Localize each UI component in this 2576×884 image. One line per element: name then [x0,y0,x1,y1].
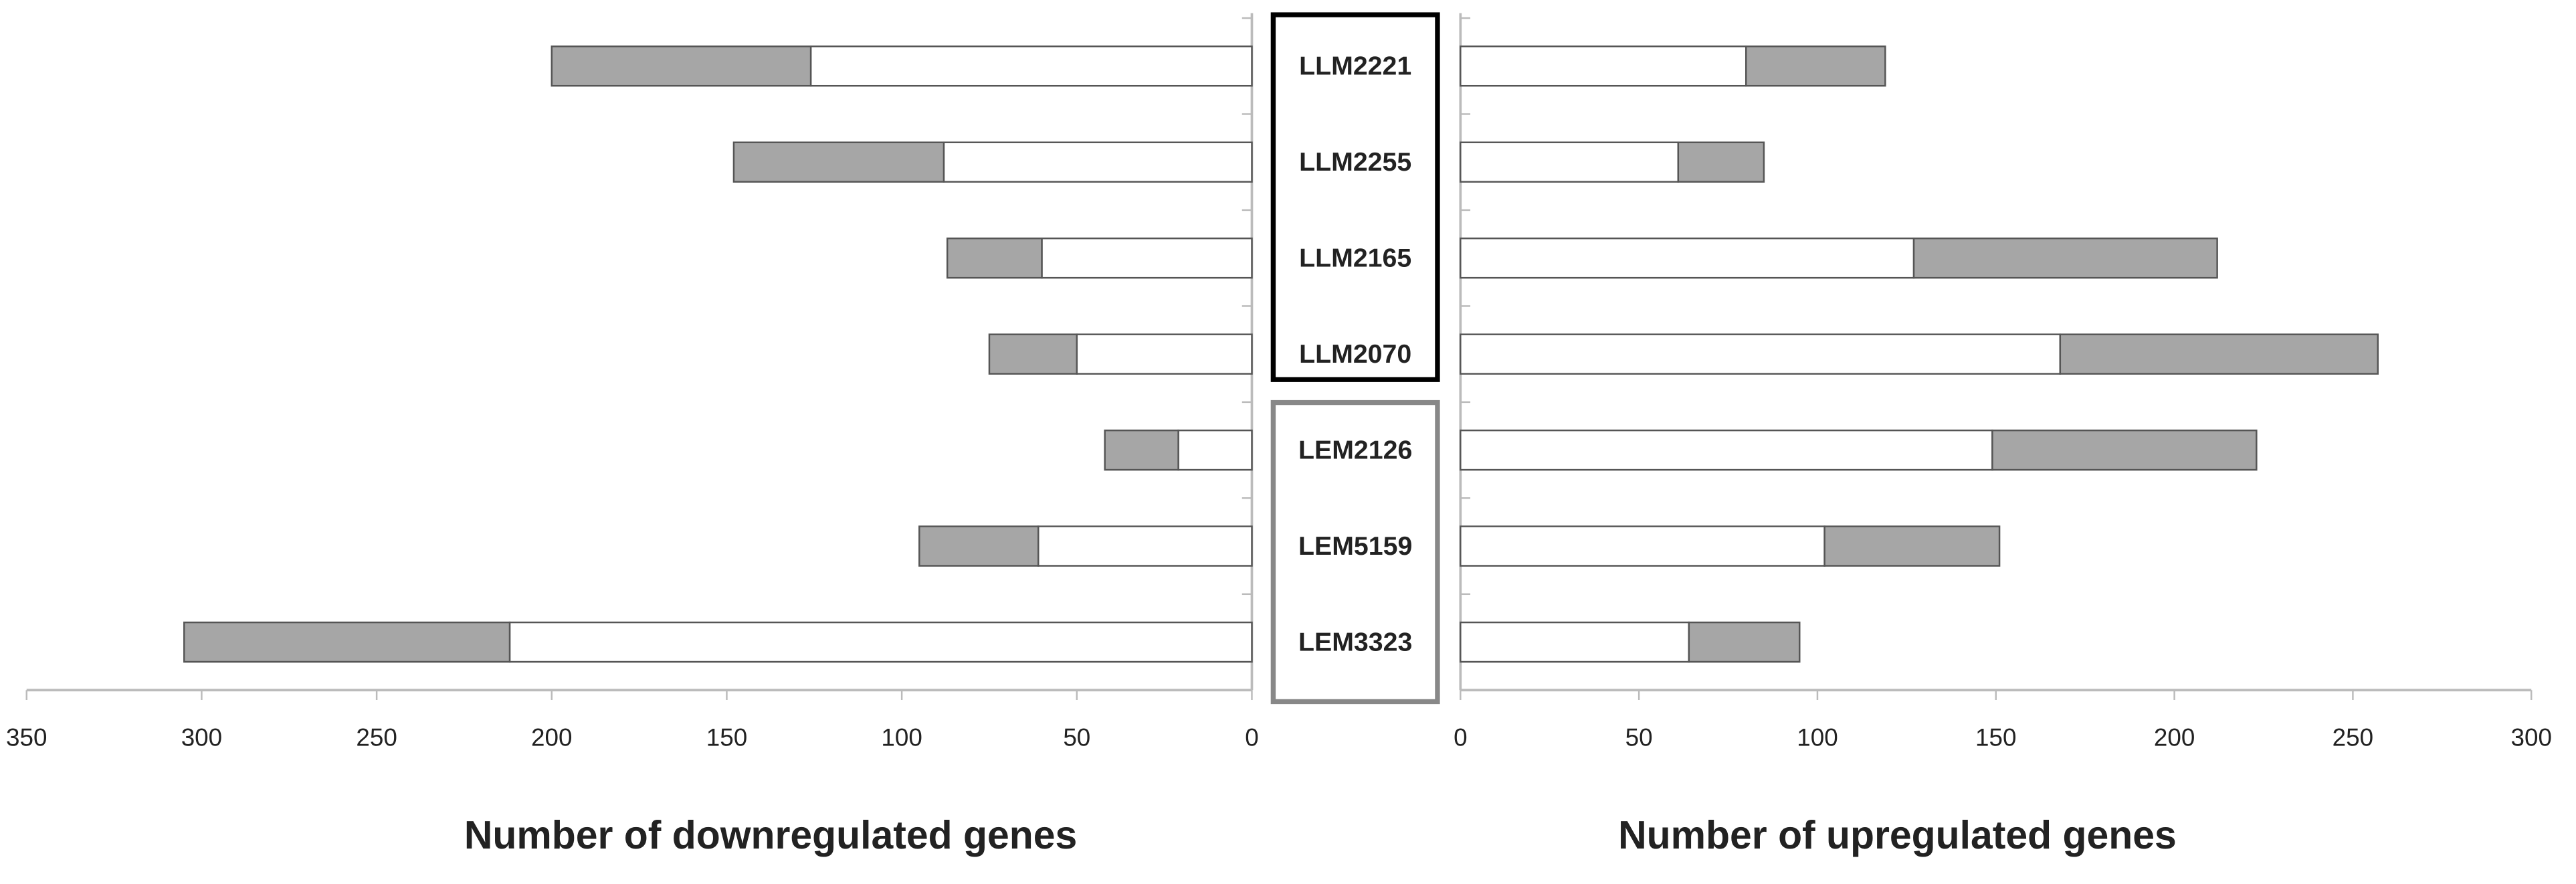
x-tick-label: 300 [2511,724,2552,752]
bar-segment [988,333,1078,375]
bar-segment [1460,46,1747,87]
bar-segment [1823,525,2001,567]
bar-segment [1460,525,1825,567]
bar-segment [943,141,1253,183]
bar-segment [1677,141,1765,183]
category-label: LEM5159 [1298,531,1412,561]
x-tick-label: 350 [6,724,47,752]
bar-segment [1037,525,1253,567]
bar-segment [1041,237,1253,279]
bar-segment [1460,141,1680,183]
bar-segment [183,621,511,663]
bar-segment [1460,237,1915,279]
bar-segment [918,525,1039,567]
bar-segment [1104,429,1179,471]
llm-group-box [1270,12,1440,382]
bar-segment [1688,621,1801,663]
x-axis-title: Number of downregulated genes [464,814,1077,857]
category-label: LLM2221 [1299,52,1411,81]
bar-segment [732,141,945,183]
bar-segment [1991,429,2258,471]
x-tick-label: 150 [706,724,747,752]
bar-segment [1912,237,2218,279]
x-tick-label: 0 [1454,724,1467,752]
category-label: LEM3323 [1298,627,1412,656]
bar-segment [1177,429,1253,471]
x-tick-label: 250 [356,724,397,752]
bar-segment [1745,46,1886,87]
x-tick-label: 150 [1975,724,2016,752]
category-label: LLM2255 [1299,147,1411,177]
x-tick-label: 50 [1625,724,1653,752]
x-tick-label: 300 [181,724,222,752]
bar-segment [551,46,812,87]
x-tick-label: 0 [1245,724,1258,752]
bar-segment [946,237,1043,279]
bar-segment [508,621,1253,663]
category-label: LLM2070 [1299,339,1411,369]
category-label: LEM2126 [1298,435,1412,464]
bar-segment [1460,429,1993,471]
x-tick-label: 100 [1797,724,1838,752]
lem-group-box [1270,400,1440,705]
x-axis-title: Number of upregulated genes [1618,814,2177,857]
x-tick-label: 50 [1063,724,1090,752]
bar-segment [1460,333,2062,375]
x-tick-label: 250 [2333,724,2373,752]
x-tick-label: 200 [2154,724,2195,752]
x-tick-label: 100 [881,724,922,752]
x-tick-label: 200 [531,724,572,752]
bar-segment [2059,333,2379,375]
bar-segment [1460,621,1690,663]
category-label: LLM2165 [1299,244,1411,273]
bar-segment [1076,333,1253,375]
bar-segment [809,46,1253,87]
